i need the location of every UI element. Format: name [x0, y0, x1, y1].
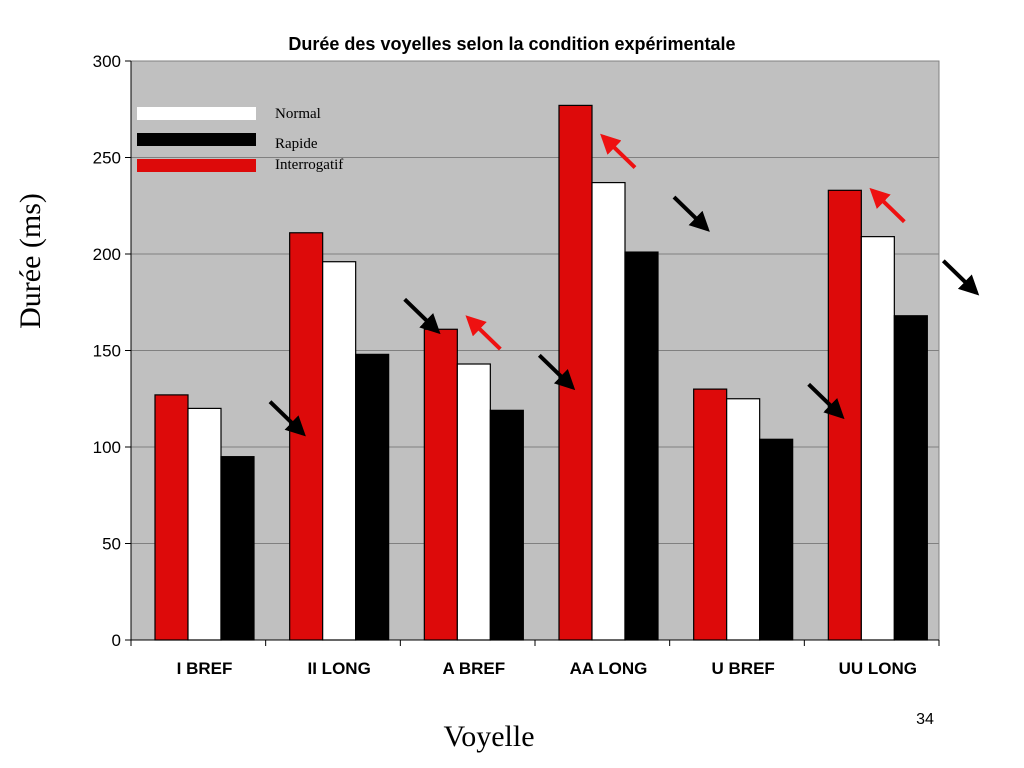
gridlines	[131, 60, 939, 544]
arrow-down-u-bref	[807, 382, 845, 420]
x-tick-label: A BREF	[443, 659, 506, 678]
bar-interrogatif-a-bref	[423, 328, 458, 641]
arrow-down-aa-long	[672, 195, 710, 232]
arrow-up-a-bref	[465, 315, 502, 351]
bars	[154, 104, 928, 641]
bar-normal-uu-long	[860, 236, 895, 641]
bar-interrogatif-i-bref	[154, 394, 189, 641]
legend-label-rapide: Rapide	[275, 136, 318, 152]
x-tick-label: AA LONG	[570, 659, 648, 678]
x-tick-label: U BREF	[712, 659, 775, 678]
y-tick-label: 50	[102, 535, 121, 554]
x-axis-ticks: I BREF II LONG A BREF AA LONG U BREF UU LONG	[130, 640, 940, 678]
y-tick-label: 300	[93, 52, 121, 71]
x-tick-label: II LONG	[308, 659, 371, 678]
x-axis-label: Voyelle	[443, 720, 534, 753]
arrow-down-a-bref	[537, 353, 576, 391]
bar-interrogatif-uu-long	[827, 189, 862, 641]
y-tick-label: 0	[112, 631, 121, 650]
y-tick-label: 200	[93, 245, 121, 264]
page-number: 34	[916, 711, 934, 728]
bar-normal-i-bref	[187, 407, 222, 641]
legend-swatch-normal	[137, 107, 256, 120]
legend-label-normal: Normal	[275, 106, 321, 122]
bar-rapide-u-bref	[759, 438, 794, 641]
y-tick-label: 150	[93, 342, 121, 361]
bar-normal-ii-long	[322, 261, 357, 641]
bar-rapide-a-bref	[489, 409, 524, 641]
bar-rapide-aa-long	[624, 251, 659, 641]
bar-normal-a-bref	[456, 363, 491, 641]
bar-normal-u-bref	[726, 398, 761, 641]
chart-title: Durée des voyelles selon la condition ex…	[288, 34, 735, 54]
bar-normal-aa-long	[591, 181, 626, 641]
legend-swatch-interrogatif	[137, 159, 256, 172]
bar-rapide-uu-long	[893, 315, 928, 641]
bar-rapide-ii-long	[355, 353, 390, 641]
arrow-up-uu-long	[869, 187, 906, 224]
arrow-down-ii-long	[403, 297, 441, 335]
arrow-down-i-bref	[268, 400, 306, 437]
y-tick-label: 100	[93, 438, 121, 457]
legend-swatch-rapide	[137, 133, 256, 146]
bar-interrogatif-ii-long	[289, 232, 324, 641]
arrow-up-aa-long	[600, 133, 637, 170]
bar-rapide-i-bref	[220, 456, 255, 641]
legend-label-interrogatif: Interrogatif	[275, 157, 343, 173]
x-tick-label: UU LONG	[839, 659, 917, 678]
legend: Normal Rapide Interrogatif	[137, 106, 343, 173]
bar-interrogatif-aa-long	[558, 104, 593, 641]
bar-interrogatif-u-bref	[693, 388, 728, 641]
arrow-down-uu-long	[941, 259, 980, 296]
y-axis-label: Durée (ms)	[14, 193, 47, 329]
y-tick-label: 250	[93, 149, 121, 168]
x-tick-label: I BREF	[177, 659, 233, 678]
annotation-arrows	[268, 133, 980, 437]
